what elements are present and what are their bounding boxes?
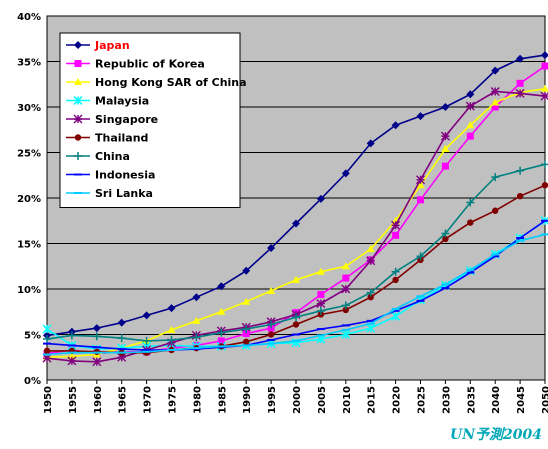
- legend-marker: [75, 60, 82, 67]
- x-axis-ticks: 1950 1955 1960 1965 1970 1975 1980 1985 1990 1995…: [43, 380, 548, 414]
- x-tick-label: 2000: [292, 386, 303, 414]
- legend-label: Sri Lanka: [95, 187, 153, 200]
- data-point: [392, 232, 399, 239]
- y-tick-label: 15%: [17, 240, 41, 251]
- legend-marker: [74, 115, 82, 123]
- y-tick-label: 30%: [17, 103, 41, 114]
- data-point: [542, 63, 548, 70]
- data-point: [541, 92, 548, 100]
- x-tick-label: 2010: [342, 386, 353, 414]
- x-tick-label: 2040: [491, 386, 502, 414]
- legend-label: Japan: [94, 39, 130, 52]
- y-tick-label: 10%: [17, 285, 41, 296]
- data-point: [517, 193, 523, 199]
- x-tick-label: 2045: [516, 386, 527, 414]
- data-point: [243, 339, 249, 345]
- x-tick-label: 1960: [93, 386, 104, 414]
- data-point: [342, 275, 349, 282]
- data-point: [492, 208, 498, 214]
- legend-label: Singapore: [95, 113, 158, 126]
- x-tick-label: 2020: [392, 386, 403, 414]
- y-tick-label: 35%: [17, 58, 41, 69]
- data-point: [441, 132, 449, 140]
- data-point: [317, 300, 325, 308]
- x-tick-label: 1970: [143, 386, 154, 414]
- data-point: [417, 176, 425, 184]
- data-point: [417, 196, 424, 203]
- x-tick-label: 1955: [68, 386, 79, 414]
- x-tick-label: 2025: [417, 386, 428, 414]
- legend-label: Malaysia: [95, 95, 149, 108]
- data-point: [392, 277, 398, 283]
- legend-label: Thailand: [95, 132, 148, 145]
- data-point: [392, 221, 400, 229]
- data-point: [342, 285, 350, 293]
- x-tick-label: 2030: [441, 386, 452, 414]
- legend-marker: [75, 134, 81, 140]
- legend: Japan Republic of Korea Hong Kong SAR of C…: [60, 33, 247, 208]
- data-point: [68, 357, 76, 365]
- x-tick-label: 1985: [217, 386, 228, 414]
- legend-label: Republic of Korea: [95, 58, 205, 71]
- data-point: [93, 358, 101, 366]
- x-tick-label: 1995: [267, 386, 278, 414]
- data-point: [367, 257, 375, 265]
- x-tick-label: 1950: [43, 386, 54, 414]
- data-point: [317, 291, 324, 298]
- y-tick-label: 0%: [24, 376, 41, 387]
- y-tick-label: 20%: [17, 194, 41, 205]
- data-point: [517, 80, 524, 87]
- x-tick-label: 2005: [317, 386, 328, 414]
- data-point: [268, 331, 274, 337]
- legend-label: Hong Kong SAR of China: [95, 76, 247, 89]
- y-tick-label: 40%: [17, 12, 41, 23]
- data-point: [466, 102, 474, 110]
- data-point: [491, 88, 499, 96]
- data-point: [516, 89, 524, 97]
- x-tick-label: 1965: [118, 386, 129, 414]
- data-point: [542, 182, 548, 188]
- data-point: [442, 163, 449, 170]
- y-tick-label: 5%: [24, 331, 41, 342]
- y-axis-ticks: 0% 5% 10% 15% 20% 25% 30% 35% 40%: [17, 12, 41, 387]
- data-point: [293, 321, 299, 327]
- data-point: [44, 348, 50, 354]
- x-tick-label: 2050: [541, 386, 548, 414]
- x-tick-label: 2015: [367, 386, 378, 414]
- x-tick-label: 1980: [192, 386, 203, 414]
- watermark-text: UN予測2004: [450, 426, 542, 443]
- data-point: [467, 133, 474, 140]
- data-point: [467, 219, 473, 225]
- y-tick-label: 25%: [17, 149, 41, 160]
- x-tick-label: 1975: [168, 386, 179, 414]
- x-tick-label: 1990: [242, 386, 253, 414]
- x-tick-label: 2035: [466, 386, 477, 414]
- legend-label: China: [95, 150, 130, 163]
- legend-label: Indonesia: [95, 169, 155, 182]
